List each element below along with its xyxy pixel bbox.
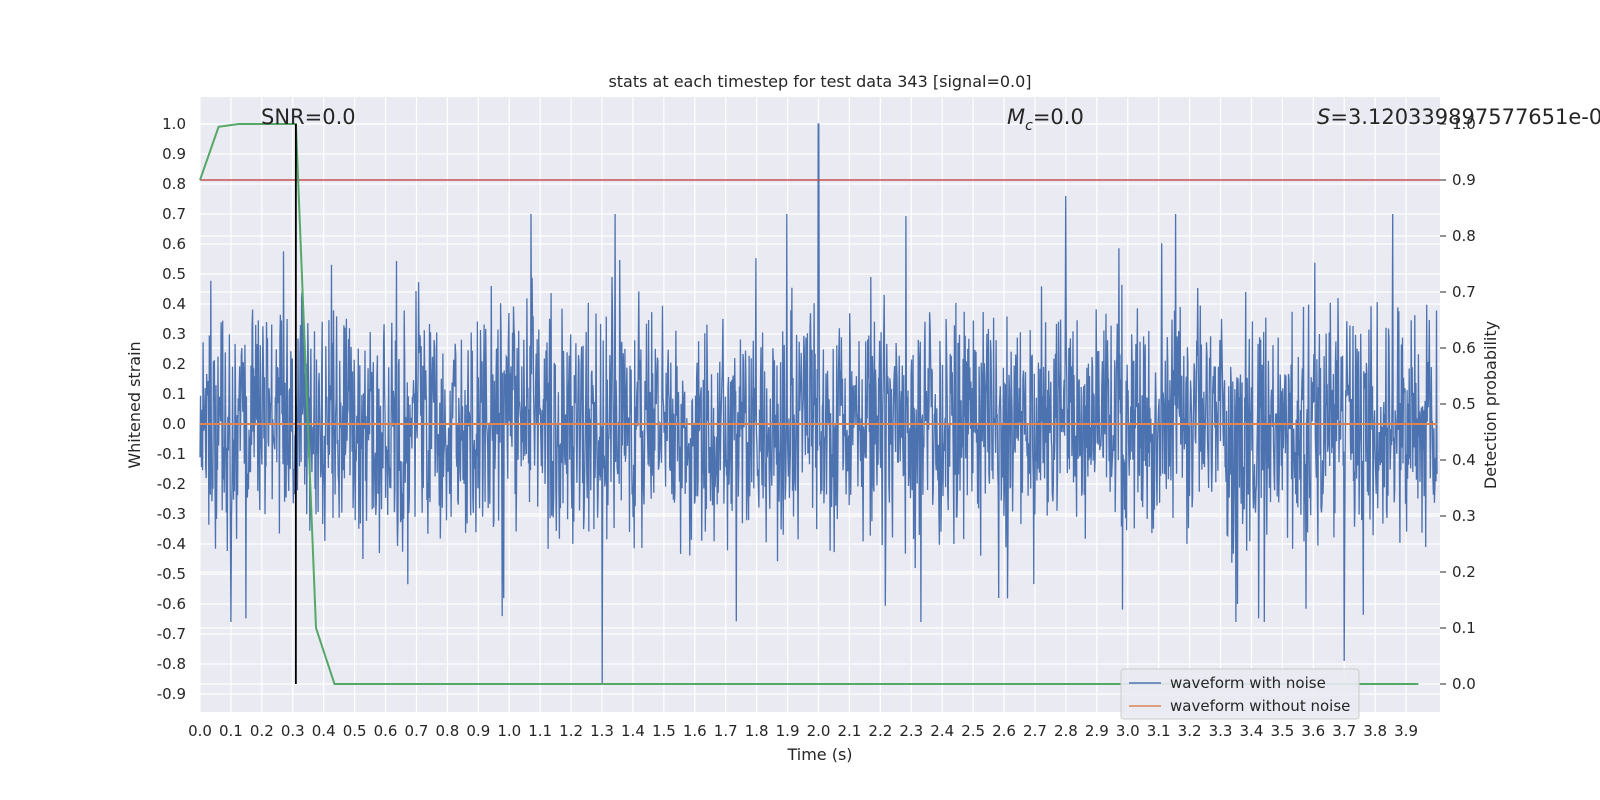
x-tick-label: 3.6 xyxy=(1301,722,1325,740)
x-tick-label: 1.4 xyxy=(621,722,645,740)
chirp-mass-subscript: c xyxy=(1025,118,1033,134)
y-tick-label: 0.9 xyxy=(162,145,186,163)
chart-title: stats at each timestep for test data 343… xyxy=(608,72,1031,91)
legend: waveform with noise waveform without noi… xyxy=(1120,668,1360,720)
y2-tick-label: 0.6 xyxy=(1452,339,1476,357)
y-tick-label: -0.9 xyxy=(157,685,186,703)
grid xyxy=(199,97,1440,712)
x-tick-label: 3.2 xyxy=(1178,722,1202,740)
tick-labels: 0.0 0.1 0.2 0.3 0.4 0.5 0.6 0.7 0.8 0.9 1.0 1.1 1.2 1… xyxy=(157,115,1476,740)
x-tick-label: 0.8 xyxy=(435,722,459,740)
y2-tick-label: 0.4 xyxy=(1452,451,1476,469)
x-tick-label: 3.8 xyxy=(1363,722,1387,740)
y-tick-label: -0.7 xyxy=(157,625,186,643)
chirp-mass-value: =0.0 xyxy=(1033,105,1084,129)
waveform-with-noise-line xyxy=(199,123,1438,686)
y-tick-label: -0.6 xyxy=(157,595,186,613)
x-tick-label: 2.5 xyxy=(961,722,985,740)
y-axis-label: Whitened strain xyxy=(125,341,144,468)
chirp-mass-symbol: M xyxy=(1007,105,1025,129)
x-tick-label: 3.3 xyxy=(1209,722,1233,740)
x-tick-label: 1.5 xyxy=(652,722,676,740)
y2-tick-label: 0.8 xyxy=(1452,227,1476,245)
x-tick-label: 2.7 xyxy=(1023,722,1047,740)
y2-tick-label: 1.0 xyxy=(1452,115,1476,133)
detection-probability-line xyxy=(199,123,1419,685)
y-tick-label: 0.1 xyxy=(162,385,186,403)
x-tick-label: 1.0 xyxy=(497,722,521,740)
x-tick-label: 2.9 xyxy=(1085,722,1109,740)
x-tick-label: 1.3 xyxy=(590,722,614,740)
x-tick-label: 2.4 xyxy=(930,722,954,740)
y-tick-label: -0.8 xyxy=(157,655,186,673)
x-tick-label: 0.1 xyxy=(219,722,243,740)
x-tick-label: 1.6 xyxy=(683,722,707,740)
y-tick-label: -0.1 xyxy=(157,445,186,463)
snr-annotation: SNR=0.0 xyxy=(261,105,356,129)
y-tick-label: 0.5 xyxy=(162,265,186,283)
chirp-mass-annotation: Mc=0.0 xyxy=(1007,105,1084,134)
x-tick-label: 0.7 xyxy=(405,722,429,740)
y-tick-label: 0.6 xyxy=(162,235,186,253)
s-symbol: S xyxy=(1317,105,1330,129)
x-tick-label: 3.5 xyxy=(1270,722,1294,740)
y2-tick-label: 0.2 xyxy=(1452,563,1476,581)
x-tick-label: 1.7 xyxy=(714,722,738,740)
y-tick-label: -0.4 xyxy=(157,535,186,553)
y-tick-label: -0.2 xyxy=(157,475,186,493)
y-tick-label: 0.7 xyxy=(162,205,186,223)
y2-tick-label: 0.3 xyxy=(1452,507,1476,525)
x-tick-label: 2.2 xyxy=(868,722,892,740)
y2-tick-label: 0.7 xyxy=(1452,283,1476,301)
x-tick-label: 1.1 xyxy=(528,722,552,740)
x-tick-label: 1.2 xyxy=(559,722,583,740)
y-tick-label: -0.5 xyxy=(157,565,186,583)
x-tick-label: 3.1 xyxy=(1147,722,1171,740)
x-tick-label: 3.0 xyxy=(1116,722,1140,740)
legend-label-clean: waveform without noise xyxy=(1170,697,1350,715)
x-tick-label: 1.8 xyxy=(745,722,769,740)
y-tick-label: 0.8 xyxy=(162,175,186,193)
x-tick-label: 2.1 xyxy=(837,722,861,740)
x-tick-label: 2.0 xyxy=(807,722,831,740)
x-tick-label: 0.4 xyxy=(312,722,336,740)
x-tick-label: 3.7 xyxy=(1332,722,1356,740)
s-annotation: S=3.120339897577651e-03 xyxy=(1317,105,1600,129)
y2-axis-label: Detection probability xyxy=(1481,321,1500,489)
y2-tick-label: 0.5 xyxy=(1452,395,1476,413)
x-tick-label: 2.3 xyxy=(899,722,923,740)
y-tick-label: 0.3 xyxy=(162,325,186,343)
x-tick-label: 2.6 xyxy=(992,722,1016,740)
x-tick-label: 2.8 xyxy=(1054,722,1078,740)
x-tick-label: 1.9 xyxy=(776,722,800,740)
x-tick-label: 0.9 xyxy=(466,722,490,740)
y-tick-label: 1.0 xyxy=(162,115,186,133)
y-tick-label: -0.3 xyxy=(157,505,186,523)
y-tick-label: 0.2 xyxy=(162,355,186,373)
s-value: =3.120339897577651e-03 xyxy=(1330,105,1600,129)
x-tick-label: 0.2 xyxy=(250,722,274,740)
legend-box xyxy=(1120,668,1360,720)
x-tick-label: 0.0 xyxy=(188,722,212,740)
data-series xyxy=(199,123,1440,686)
x-tick-label: 0.6 xyxy=(374,722,398,740)
y-tick-label: 0.0 xyxy=(162,415,186,433)
x-tick-label: 3.9 xyxy=(1394,722,1418,740)
x-tick-label: 0.5 xyxy=(343,722,367,740)
x-axis-label: Time (s) xyxy=(786,745,852,764)
x-tick-label: 3.4 xyxy=(1240,722,1264,740)
y2-tick-label: 0.1 xyxy=(1452,619,1476,637)
legend-label-noise: waveform with noise xyxy=(1170,674,1326,692)
y2-tick-label: 0.9 xyxy=(1452,171,1476,189)
y2-tick-label: 0.0 xyxy=(1452,675,1476,693)
x-tick-label: 0.3 xyxy=(281,722,305,740)
y-tick-label: 0.4 xyxy=(162,295,186,313)
